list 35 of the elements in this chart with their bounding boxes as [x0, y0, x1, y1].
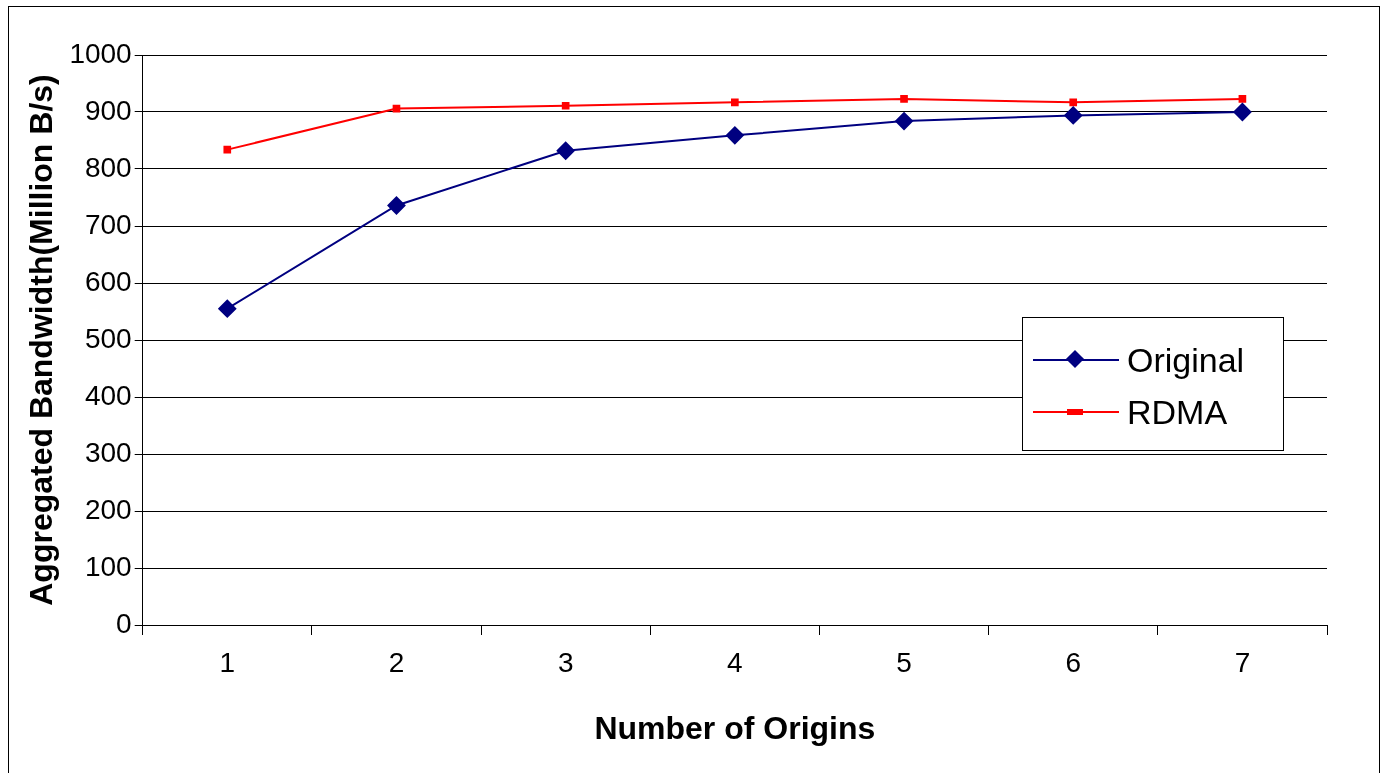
- x-axis-title: Number of Origins: [594, 709, 876, 746]
- point: [1233, 103, 1252, 121]
- y-tick-label: 600: [84, 265, 132, 297]
- point: [1064, 106, 1083, 125]
- point: [1069, 98, 1078, 107]
- legend-label: Original: [1127, 340, 1245, 380]
- y-tick-label: 400: [84, 379, 132, 411]
- point: [556, 141, 575, 160]
- y-tick-label: 700: [84, 208, 132, 240]
- y-tick-label: 0: [116, 607, 132, 639]
- x-tick-label: 6: [1065, 646, 1082, 678]
- y-tick-label: 900: [84, 94, 132, 126]
- x-tick-label: 1: [219, 646, 236, 678]
- point: [218, 299, 237, 318]
- x-tick-label: 3: [557, 646, 574, 678]
- y-tick-label: 500: [84, 322, 132, 354]
- point: [725, 126, 744, 145]
- x-tick-label: 2: [388, 646, 405, 678]
- point: [900, 95, 908, 103]
- point: [731, 98, 739, 107]
- y-tick-label: 1000: [69, 37, 132, 69]
- point: [223, 145, 232, 154]
- point: [387, 196, 406, 215]
- y-tick-label: 200: [84, 493, 132, 525]
- x-tick-label: 4: [727, 646, 743, 678]
- y-tick-label: 300: [84, 436, 132, 468]
- y-axis-title: Aggregated Bandwidth(Million B/s): [23, 74, 60, 606]
- point: [561, 101, 570, 110]
- legend-label: RDMA: [1127, 392, 1228, 432]
- y-tick-label: 100: [84, 550, 132, 582]
- x-tick-label: 5: [896, 646, 912, 678]
- point: [1238, 95, 1247, 103]
- x-tick-label: 7: [1234, 646, 1251, 678]
- y-tick-label: 800: [84, 151, 132, 183]
- point: [895, 112, 914, 131]
